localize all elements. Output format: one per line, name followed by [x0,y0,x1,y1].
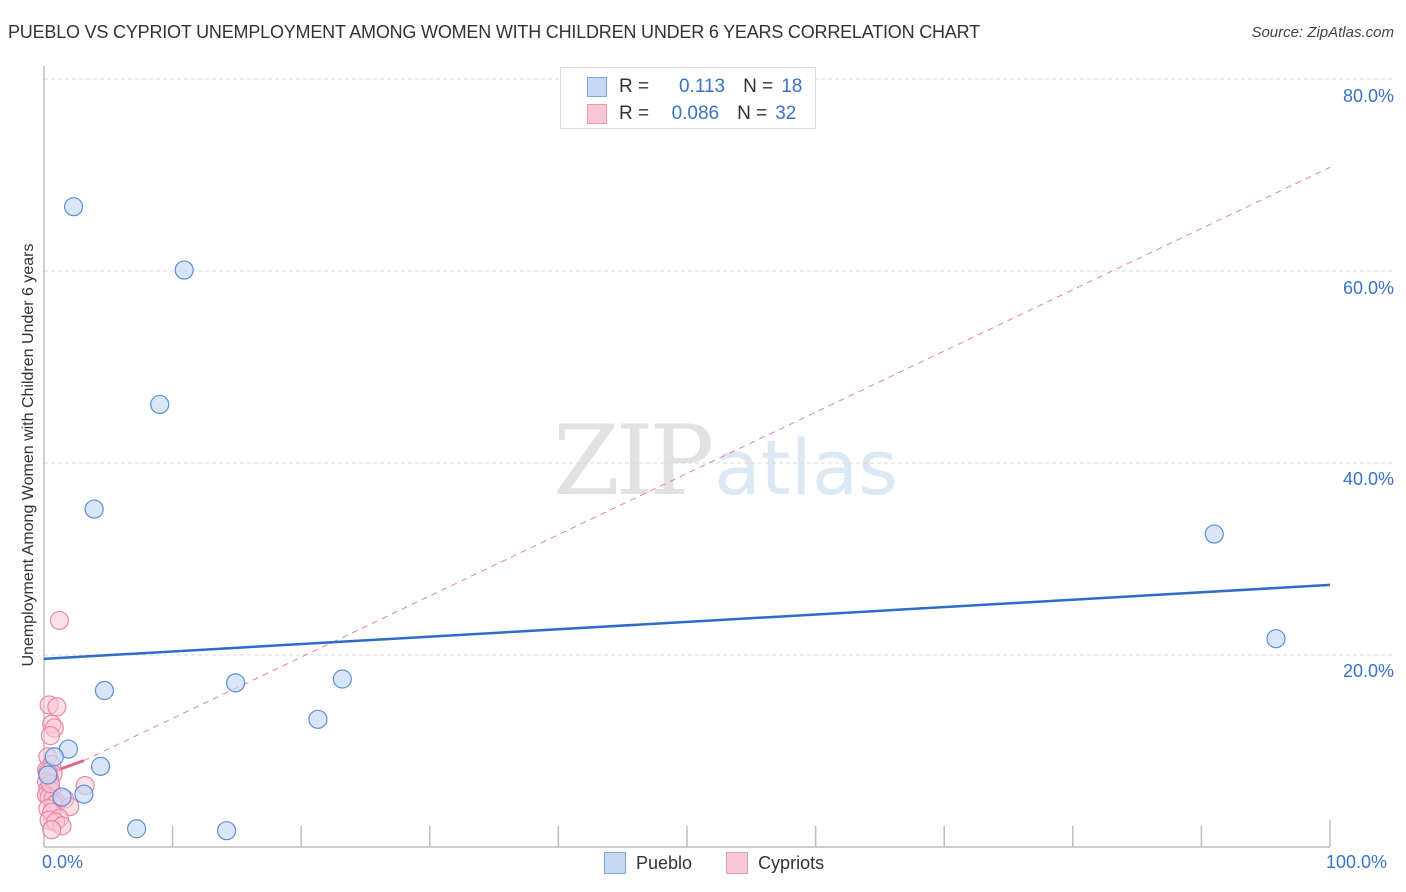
pueblo-data-point [38,765,58,785]
x-tick-0: 0.0% [42,852,84,872]
pueblo-data-point [1204,524,1224,544]
y-tick-60: 60.0% [1342,278,1394,298]
y-tick-80: 80.0% [1342,86,1394,106]
chart-title: PUEBLO VS CYPRIOT UNEMPLOYMENT AMONG WOM… [8,22,980,42]
watermark-atlas: atlas [714,423,898,512]
cypriots-data-point [42,820,62,840]
pueblo-data-point [174,260,194,280]
correlation-legend: R = 0.113 N = 18 R = 0.086 N = 32 [560,67,816,129]
legend-label-cypriots: Cypriots [758,852,825,873]
series-legend: Pueblo Cypriots [604,852,858,874]
legend-item-pueblo[interactable]: Pueblo [604,852,692,874]
pueblo-trend-line [43,583,1331,661]
pueblo-points [38,197,1286,841]
gridlines [44,78,1394,656]
pueblo-data-point [226,673,246,693]
r-label: R = [619,103,650,124]
pueblo-data-point [52,787,72,807]
cypriots-swatch-icon [726,852,749,874]
n-label: N = [737,103,768,124]
cypriots-swatch-icon [587,104,607,124]
pueblo-trendline [43,583,1331,661]
pueblo-data-point [1266,629,1286,649]
axes [43,66,1331,848]
n-label: N = [743,76,774,97]
pueblo-data-point [332,669,352,689]
pueblo-data-point [90,756,111,776]
pueblo-data-point [150,394,170,415]
x-tick-100: 100.0% [1326,852,1388,872]
y-tick-20: 20.0% [1342,661,1394,681]
pueblo-swatch-icon [587,77,607,97]
pueblo-data-point [126,819,147,839]
pueblo-n-value: 18 [781,76,803,97]
cypriots-trend-extension [83,166,1331,762]
y-tick-40: 40.0% [1342,469,1394,489]
legend-label-pueblo: Pueblo [636,852,693,873]
pueblo-data-point [308,709,328,729]
legend-row-pueblo: R = 0.113 N = 18 [587,75,802,99]
cypriots-data-point [40,726,61,746]
legend-item-cypriots[interactable]: Cypriots [726,852,824,874]
legend-row-cypriots: R = 0.086 N = 32 [587,102,796,126]
cypriots-n-value: 32 [775,103,797,124]
cypriots-data-point [47,697,67,717]
pueblo-r-value: 0.113 [678,76,726,97]
pueblo-data-point [44,747,64,767]
pueblo-data-point [74,784,94,804]
source-label: Source: ZipAtlas.com [1251,24,1394,41]
pueblo-data-point [94,680,115,701]
pueblo-data-point [84,499,104,519]
cypriots-r-value: 0.086 [671,103,720,124]
pueblo-data-point [63,197,84,217]
y-axis-label: Unemployment Among Women with Children U… [20,243,37,667]
pueblo-swatch-icon [604,852,626,874]
r-label: R = [619,76,650,97]
pueblo-data-point [217,821,237,841]
cypriots-data-point [49,610,70,631]
